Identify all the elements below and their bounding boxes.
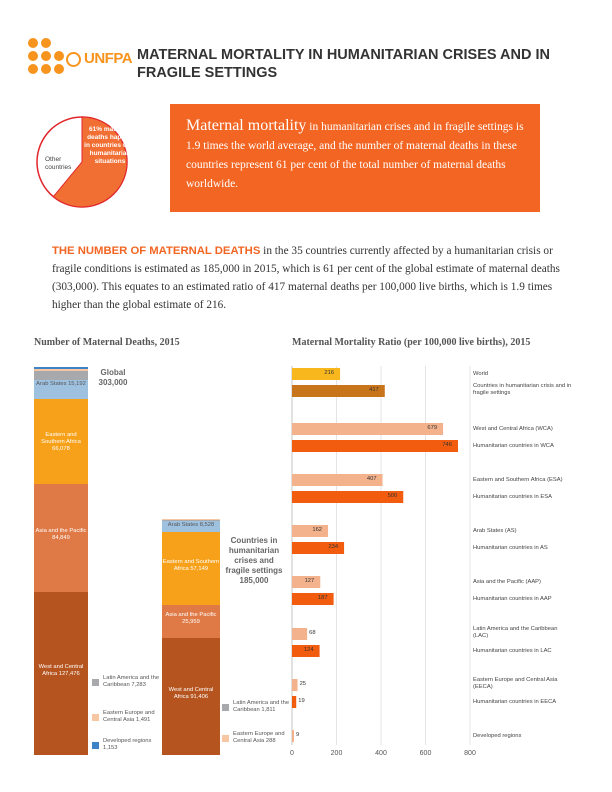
ratio-category-label: Humanitarian countries in LAC [473,648,552,654]
segment-label: Eastern and Southern Africa 57,149 [162,558,220,572]
ratio-bar-value: 187 [317,595,328,601]
segment-side-label: Latin America and the Caribbean 1,811 [233,700,290,713]
ratio-bar [292,542,345,554]
ratio-category-label: Humanitarian countries in EECA [473,699,557,705]
legend-swatch [92,742,99,749]
ratio-category-label: Eastern Europe and Central Asia (EECA) [473,677,558,690]
x-tick-label: 0 [290,750,294,757]
ratio-bar [292,696,297,708]
segment-label: Eastern and Southern Africa 66,078 [41,431,81,452]
stacked-bar-segment [34,367,88,369]
segment-label: Arab States 8,528 [167,522,215,529]
ratio-category-label: Humanitarian countries in AS [473,545,548,551]
ratio-category-label: West and Central Africa (WCA) [473,426,553,432]
highlight-lead: Maternal mortality [186,117,307,134]
un-emblem-icon [66,52,81,67]
stacked-bar-segment [34,380,88,400]
ratio-category-label: Humanitarian countries in ESA [473,494,552,500]
segment-side-label: Eastern Europe and Central Asia 1,491 [103,710,155,723]
ratio-bar-value: 746 [442,442,452,448]
ratio-bar-value: 19 [298,698,305,704]
legend-swatch [92,714,99,721]
stacked-bar-segment [34,592,88,755]
bar-total-label: Countries in humanitarian crises and fra… [225,536,283,585]
ratio-bar-value: 25 [299,681,307,687]
ratio-bar [292,645,320,657]
intro-text: in the 35 countries currently affected b… [52,245,560,311]
ratio-bar [292,368,341,380]
ratio-bar [292,628,308,640]
segment-side-label: Developed regions 1,153 [103,738,152,751]
ratio-category-label: Countries in humanitarian crisis and in … [473,383,572,396]
pie-label-main: 61% maternal deaths happen in countries … [84,126,136,165]
chart-title-ratio: Maternal Mortality Ratio (per 100,000 li… [292,337,531,348]
stacked-bar-segment [162,521,220,533]
x-tick-label: 600 [419,750,432,757]
ratio-category-label: Humanitarian countries in AAP [473,596,552,602]
segment-label: West and Central Africa 127,476 [38,663,84,677]
segment-label: Asia and the Pacific 25,959 [165,611,217,625]
ratio-bar [292,385,385,397]
legend-swatch [222,704,229,711]
segment-side-label: Eastern Europe and Central Asia 288 [233,731,285,744]
ratio-bar-value: 407 [366,476,377,482]
ratio-bar [292,730,295,742]
ratio-bar-value: 500 [387,493,398,499]
ratio-bar [292,593,334,605]
ratio-category-label: World [473,371,489,377]
ratio-bar-value: 216 [324,370,335,376]
x-tick-label: 400 [375,750,387,757]
ratio-bar-value: 234 [328,544,339,550]
ratio-category-label: Arab States (AS) [473,528,517,534]
stacked-bar-segment [162,518,220,520]
x-tick-label: 800 [464,750,476,757]
stacked-bar-segment [162,532,220,606]
ratio-bar [292,474,383,486]
ratio-category-label: Asia and the Pacific (AAP) [473,579,541,585]
ratio-bar [292,679,298,691]
stacked-bar-segment [162,638,220,755]
ratio-bar-value: 68 [309,630,316,636]
ratio-bar [292,423,444,435]
stacked-bar-segment [34,399,88,484]
highlight-text: in humanitarian crises and in fragile se… [186,121,524,190]
logo-text: UNFPA [84,50,133,67]
ratio-category-label: Humanitarian countries in WCA [473,443,554,449]
legend-swatch [222,735,229,742]
stacked-bar-segment [162,518,220,522]
pie-label-other: Other countries [45,156,72,171]
intro-lead: THE NUMBER OF MATERNAL DEATHS [52,245,261,257]
stacked-bar-segment [34,368,88,371]
ratio-bar [292,525,329,537]
stacked-bar-segment [162,605,220,639]
x-tick-label: 200 [330,750,343,757]
segment-label: Asia and the Pacific 84,849 [35,527,87,541]
ratio-bar [292,440,458,452]
ratio-bar-value: 417 [369,387,379,393]
ratio-bar-value: 124 [303,647,314,653]
bar-total-label: Global 303,000 [98,368,128,387]
ratio-bar [292,491,404,503]
ratio-category-label: Latin America and the Caribbean (LAC) [473,626,558,639]
pie-chart [36,116,128,208]
ratio-bar-value: 127 [304,578,315,584]
highlight-box: Maternal mortality in humanitarian crise… [170,104,540,212]
ratio-bar-value: 162 [312,527,323,533]
stacked-bar-segment [34,370,88,380]
segment-side-label: Latin America and the Caribbean 7,283 [103,675,160,688]
ratio-bar-value: 679 [427,425,438,431]
segment-label: Arab States 15,192 [36,381,86,387]
chart-title-deaths: Number of Maternal Deaths, 2015 [34,337,180,348]
ratio-bar-value: 9 [296,732,300,738]
ratio-category-label: Eastern and Southern Africa (ESA) [473,477,563,483]
segment-label: West and Central Africa 91,406 [168,686,214,700]
legend-swatch [92,679,99,686]
ratio-bar [292,576,321,588]
stacked-bar-segment [34,483,88,593]
page-title: MATERNAL MORTALITY IN HUMANITARIAN CRISE… [137,47,550,81]
ratio-category-label: Developed regions [473,733,522,739]
intro-paragraph: THE NUMBER OF MATERNAL DEATHS in the 35 … [52,242,564,314]
pie-slice-humanitarian [52,116,128,208]
